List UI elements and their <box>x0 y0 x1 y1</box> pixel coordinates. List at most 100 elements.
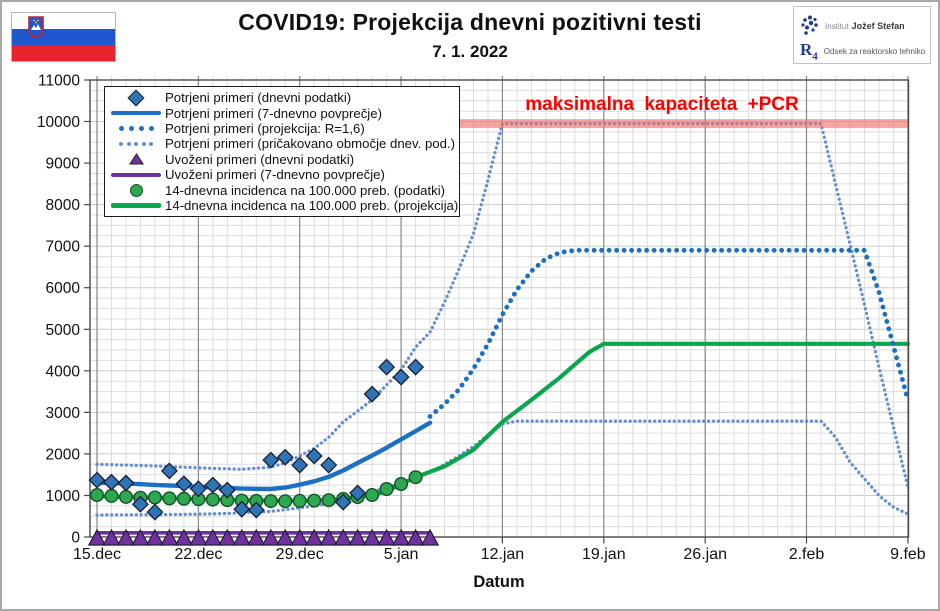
marker-incidence-data <box>278 494 293 509</box>
marker-imported-daily <box>261 528 281 546</box>
marker-confirmed-daily <box>146 503 164 521</box>
marker-imported-daily <box>116 528 136 546</box>
series-incidence-projection <box>94 341 911 503</box>
marker-confirmed-daily <box>131 495 149 513</box>
r4-mark-icon: R4 <box>800 40 818 63</box>
coat-of-arms-icon <box>28 16 44 38</box>
y-tick-label: 2000 <box>46 446 81 463</box>
green-line-marker-icon <box>111 203 161 208</box>
marker-incidence-data <box>205 492 220 507</box>
marker-incidence-data <box>147 490 162 505</box>
marker-incidence-data <box>379 482 394 497</box>
department-name: Odsek za reaktorsko tehniko <box>823 47 926 57</box>
legend-item-incidence-projection: 14-dnevna incidenca na 100.000 preb. (pr… <box>107 197 459 213</box>
marker-imported-daily <box>102 528 121 546</box>
marker-confirmed-daily <box>117 474 135 492</box>
legend-item-projection-r16: Potrjeni primeri (projekcija: R=1,6) <box>107 121 455 136</box>
legend-label: 14-dnevna incidenca na 100.000 preb. (pr… <box>165 197 459 213</box>
marker-imported-daily <box>131 528 150 546</box>
x-tick-label: 29.dec <box>276 546 324 563</box>
marker-imported-daily <box>304 528 324 546</box>
x-tick-label: 12.jan <box>481 546 525 563</box>
marker-confirmed-daily <box>378 358 396 376</box>
marker-incidence-data <box>292 493 307 508</box>
marker-imported-daily <box>391 528 411 546</box>
y-tick-label: 1000 <box>46 488 81 505</box>
marker-incidence-data <box>104 488 119 503</box>
marker-imported-daily <box>203 528 223 546</box>
capacity-label: maksimalna kapaciteta +PCR <box>525 94 799 115</box>
marker-confirmed-daily <box>349 484 367 502</box>
marker-confirmed-daily <box>233 500 251 518</box>
marker-imported-daily <box>290 528 309 546</box>
legend-item-imported-daily: Uvoženi primeri (dnevni podatki) <box>107 152 455 167</box>
marker-incidence-data <box>394 477 409 492</box>
legend-item-expected-range: Potrjeni primeri (pričakovano območje dn… <box>107 136 455 151</box>
purple-line-marker-icon <box>111 172 161 177</box>
x-tick-label: 22.dec <box>174 546 222 563</box>
marker-confirmed-daily <box>305 447 323 465</box>
y-tick-label: 8000 <box>46 197 81 214</box>
marker-incidence-data <box>89 488 104 503</box>
y-tick-label: 0 <box>71 530 80 547</box>
marker-incidence-data <box>118 489 133 504</box>
marker-incidence-data <box>408 470 423 485</box>
x-tick-label: 9.feb <box>890 546 926 563</box>
marker-confirmed-daily <box>276 448 294 466</box>
x-axis-title: Datum <box>473 573 524 591</box>
marker-imported-daily <box>247 528 266 546</box>
legend-label: Potrjeni primeri (projekcija: R=1,6) <box>165 120 365 136</box>
marker-incidence-data <box>307 493 322 508</box>
department-logo-row: R4 Odsek za reaktorsko tehniko <box>800 41 925 62</box>
legend-label: Uvoženi primeri (dnevni podatki) <box>165 151 355 167</box>
institute-prefix: Institut <box>825 21 849 31</box>
marker-imported-daily <box>87 528 107 546</box>
legend-label: Potrjeni primeri (7-dnevno povprečje) <box>165 105 382 121</box>
legend-item-confirmed-daily: Potrjeni primeri (dnevni podatki) <box>107 89 455 107</box>
slovenia-flag <box>11 12 116 62</box>
marker-imported-daily <box>232 528 252 546</box>
y-tick-label: 3000 <box>46 405 81 422</box>
large-dot-icon <box>118 125 124 131</box>
capacity-band <box>459 119 908 129</box>
marker-imported-daily <box>275 528 295 546</box>
marker-imported-daily <box>420 528 440 546</box>
y-tick-label: 10000 <box>37 114 80 131</box>
small-dot-icon <box>119 141 123 146</box>
small-dot-icon <box>149 141 153 146</box>
legend-label: Uvoženi primeri (7-dnevno povprečje) <box>165 167 385 183</box>
marker-incidence-data <box>162 491 177 506</box>
marker-confirmed-daily <box>363 385 381 403</box>
legend-label: Potrjeni primeri (dnevni podatki) <box>165 90 352 106</box>
marker-imported-daily <box>145 528 165 546</box>
marker-confirmed-daily <box>247 501 265 519</box>
large-dot-icon <box>128 125 134 131</box>
marker-incidence-data <box>365 488 380 503</box>
marker-confirmed-daily <box>392 368 410 386</box>
diamond-marker-icon <box>127 89 145 107</box>
marker-imported-daily <box>406 528 425 546</box>
marker-imported-daily <box>333 528 353 546</box>
y-tick-label: 6000 <box>46 280 81 297</box>
marker-imported-daily <box>319 528 338 546</box>
marker-confirmed-daily <box>218 481 236 499</box>
marker-imported-daily <box>348 528 367 546</box>
y-tick-label: 9000 <box>46 156 81 173</box>
marker-confirmed-daily <box>189 480 207 498</box>
institute-logo-box: Institut Jožef Stefan R4 Odsek za reakto… <box>793 6 931 64</box>
y-tick-label: 7000 <box>46 239 81 256</box>
legend-label: Potrjeni primeri (pričakovano območje dn… <box>165 136 456 152</box>
marker-confirmed-daily <box>88 471 106 489</box>
marker-confirmed-daily <box>320 456 338 474</box>
small-dot-icon <box>126 141 131 146</box>
x-tick-label: 2.feb <box>789 546 825 563</box>
blue-line-marker-icon <box>111 110 161 116</box>
triangle-marker-icon <box>128 153 144 165</box>
marker-incidence-data <box>321 493 336 508</box>
marker-confirmed-daily <box>102 473 121 491</box>
x-tick-label: 5.jan <box>384 546 419 563</box>
legend-item-imported-avg7: Uvoženi primeri (7-dnevno povprečje) <box>107 167 455 182</box>
marker-imported-daily <box>218 528 237 546</box>
